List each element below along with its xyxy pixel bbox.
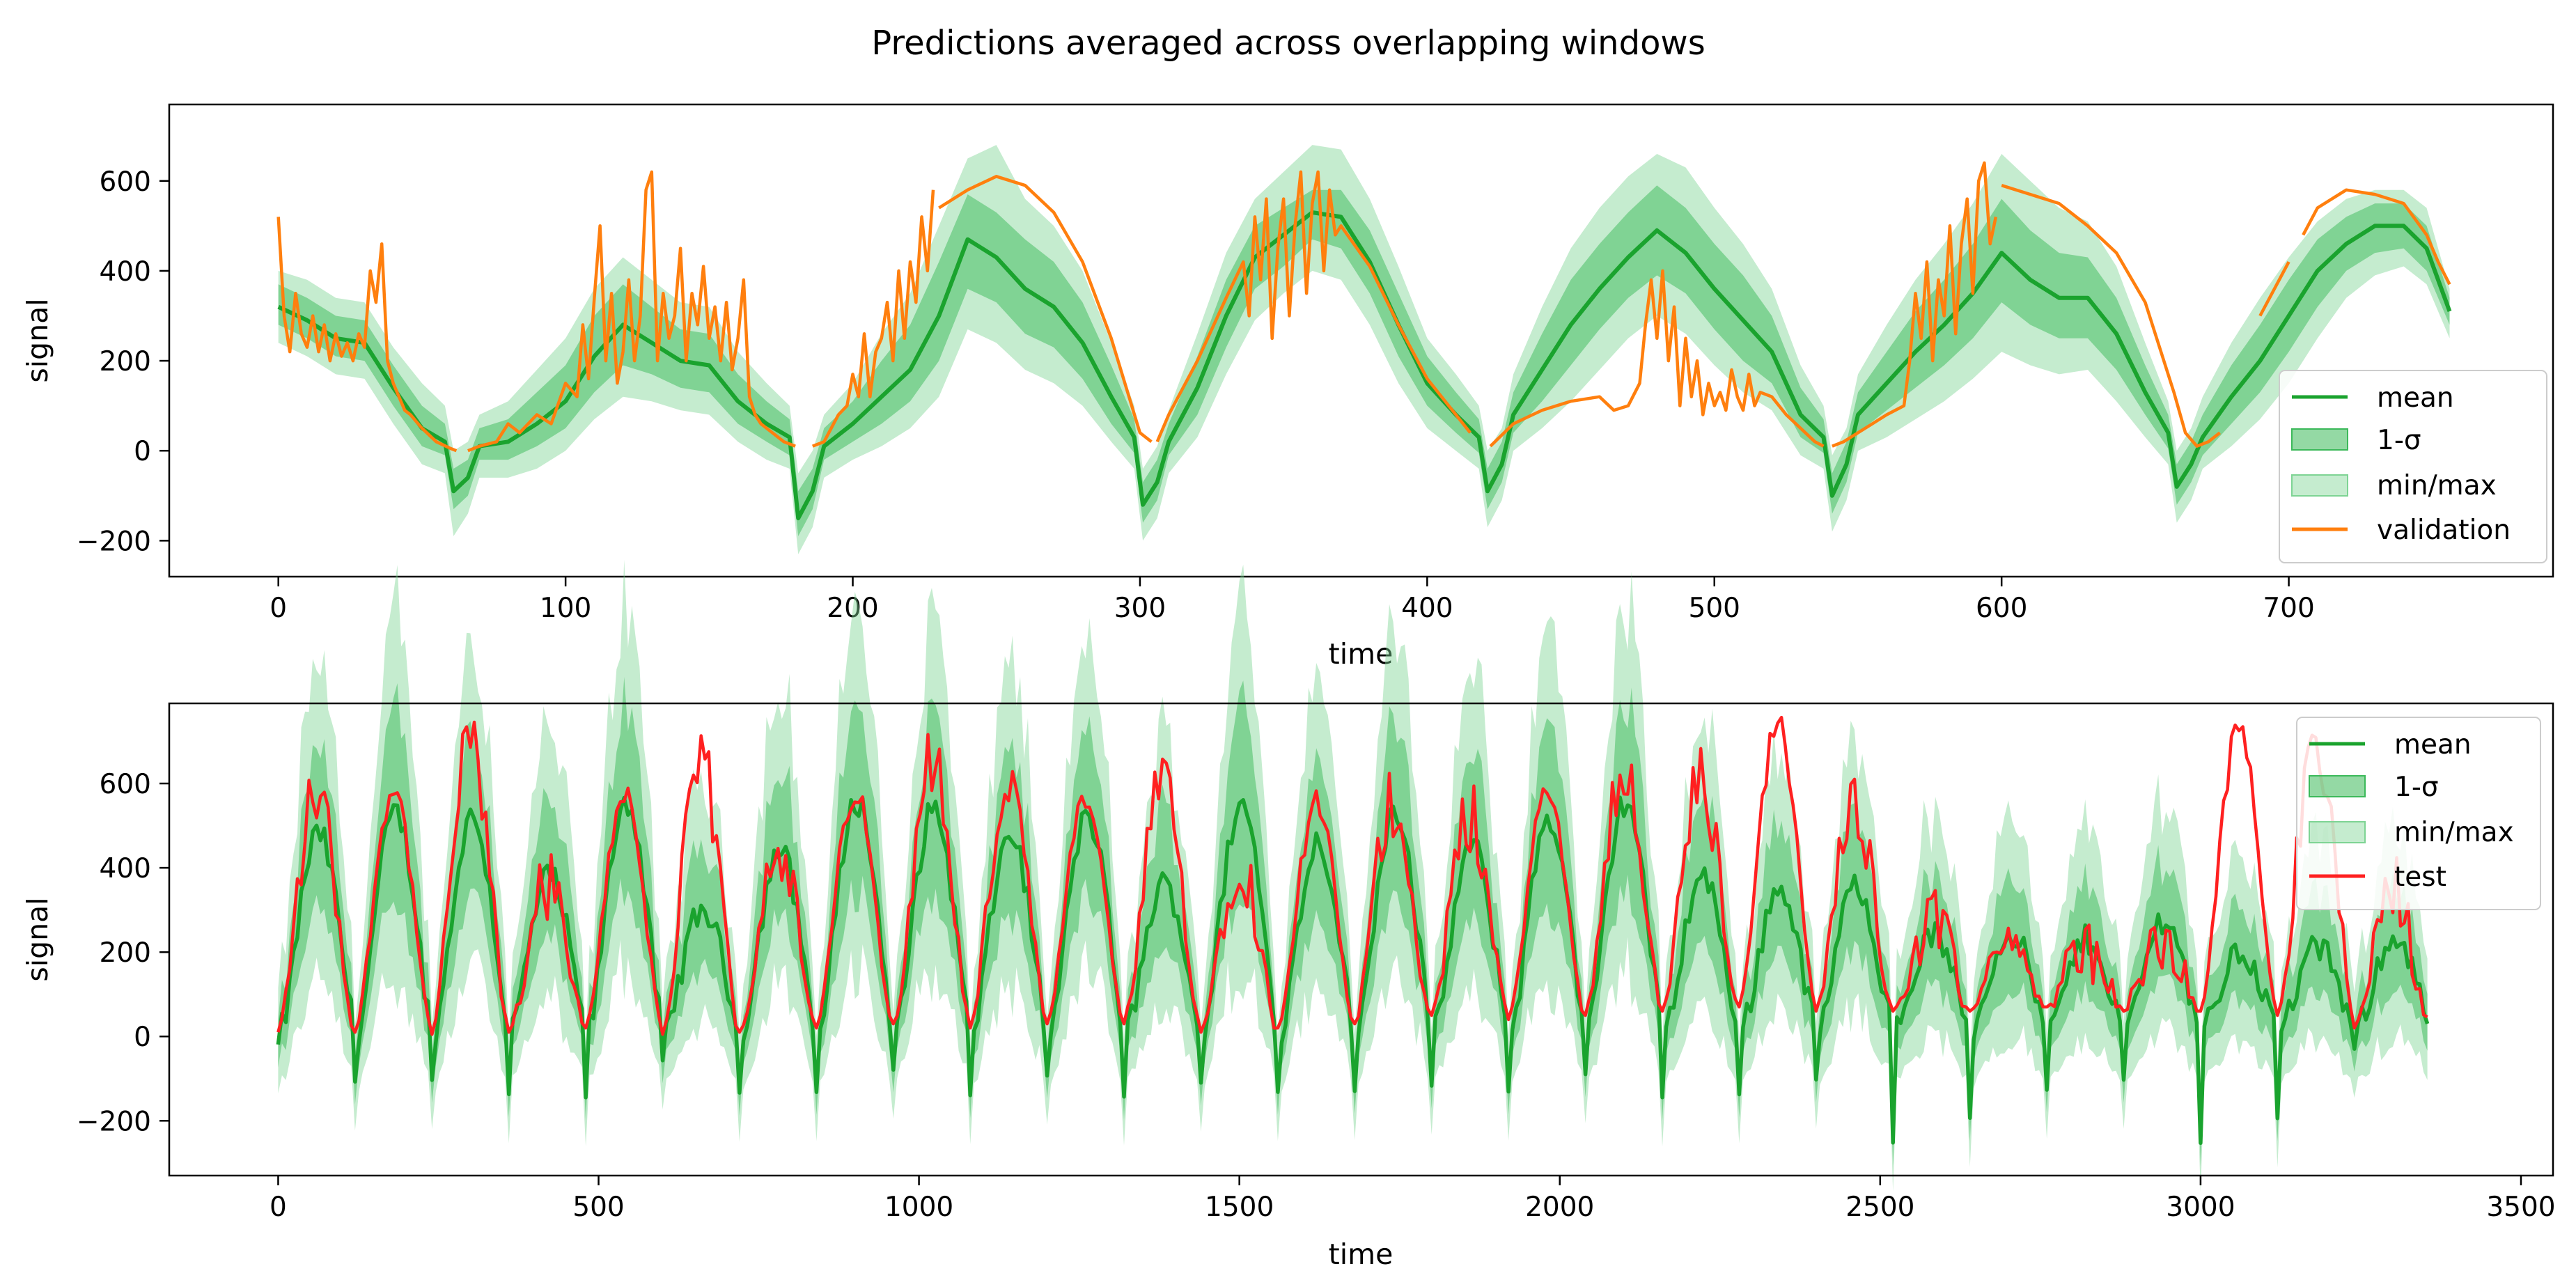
x-tick-label: 500 [572, 1192, 624, 1223]
y-tick-label: 0 [134, 436, 151, 467]
y-tick-label: −200 [77, 526, 151, 557]
y-tick-label: −200 [77, 1106, 151, 1137]
y-tick-label: 0 [134, 1022, 151, 1053]
axes-frame [169, 104, 2553, 577]
validation-line [467, 170, 796, 453]
legend: mean 1-σ min/max test [2296, 717, 2541, 910]
legend-sigma-label: 1-σ [2377, 425, 2421, 456]
legend-minmax-label: min/max [2394, 817, 2514, 848]
legend-validation-label: validation [2377, 515, 2511, 546]
legend-mean-label: mean [2377, 382, 2454, 414]
validation-line [276, 217, 458, 453]
x-tick-label: 1000 [884, 1192, 953, 1223]
test-panel: 0 500 1000 1500 2000 2500 3000 3500 −2000200400… [21, 559, 2556, 1271]
x-tick-label: 400 [1401, 593, 1453, 624]
validation-line [1155, 170, 1472, 443]
legend-minmax-patch [2291, 474, 2348, 497]
y-tick-label: 200 [100, 346, 151, 377]
y-axis-label: signal [21, 298, 54, 382]
y-tick-label: 200 [100, 937, 151, 969]
x-tick-label: 0 [270, 1192, 287, 1223]
x-tick-label: 700 [2263, 593, 2314, 624]
validation-line [2258, 260, 2290, 317]
legend-test-label: test [2394, 861, 2446, 893]
y-axis-label: signal [21, 897, 54, 981]
y-tick-label: 400 [100, 853, 151, 884]
legend: mean 1-σ min/max validation [2279, 370, 2547, 563]
x-tick-label: 0 [270, 593, 287, 624]
x-tick-label: 600 [1976, 593, 2027, 624]
legend-sigma-patch [2309, 775, 2366, 797]
legend-frame [2296, 717, 2541, 910]
x-axis-label: time [1329, 1238, 1394, 1271]
y-tick-label: 400 [100, 256, 151, 288]
legend-sigma-patch [2291, 428, 2348, 451]
x-tick-label: 500 [1689, 593, 1740, 624]
legend-minmax-patch [2309, 821, 2366, 843]
validation-line [811, 189, 935, 448]
legend-minmax-label: min/max [2377, 470, 2497, 501]
x-tick-label: 200 [827, 593, 878, 624]
legend-sigma-label: 1-σ [2394, 772, 2439, 803]
x-tick-label: 2500 [1845, 1192, 1914, 1223]
x-tick-label: 3000 [2166, 1192, 2235, 1223]
x-tick-label: 1500 [1205, 1192, 1274, 1223]
y-tick-label: 600 [100, 769, 151, 800]
validation-line [1489, 269, 1825, 448]
mean-line [277, 210, 2452, 521]
validation-line [1832, 161, 1998, 448]
x-tick-label: 100 [540, 593, 591, 624]
x-tick-label: 300 [1114, 593, 1166, 624]
legend-frame [2279, 370, 2547, 563]
figure-title: Predictions averaged across overlapping … [871, 24, 1705, 63]
y-tick-label: 600 [100, 166, 151, 198]
validation-panel: 0 100 200 300 400 500 600 700 −200 0 200 400 600 ti… [21, 103, 2554, 671]
x-tick-label: 2000 [1525, 1192, 1594, 1223]
test-line [276, 715, 2428, 1036]
x-tick-label: 3500 [2486, 1192, 2555, 1223]
legend-mean-label: mean [2394, 729, 2472, 760]
validation-line [938, 175, 1153, 444]
validation-line [2001, 184, 2221, 448]
axes-border [168, 103, 2554, 578]
axes-border [168, 702, 2554, 1177]
x-axis-label: time [1329, 637, 1394, 671]
sigma-band [278, 185, 2450, 536]
validation-line [2302, 188, 2451, 286]
